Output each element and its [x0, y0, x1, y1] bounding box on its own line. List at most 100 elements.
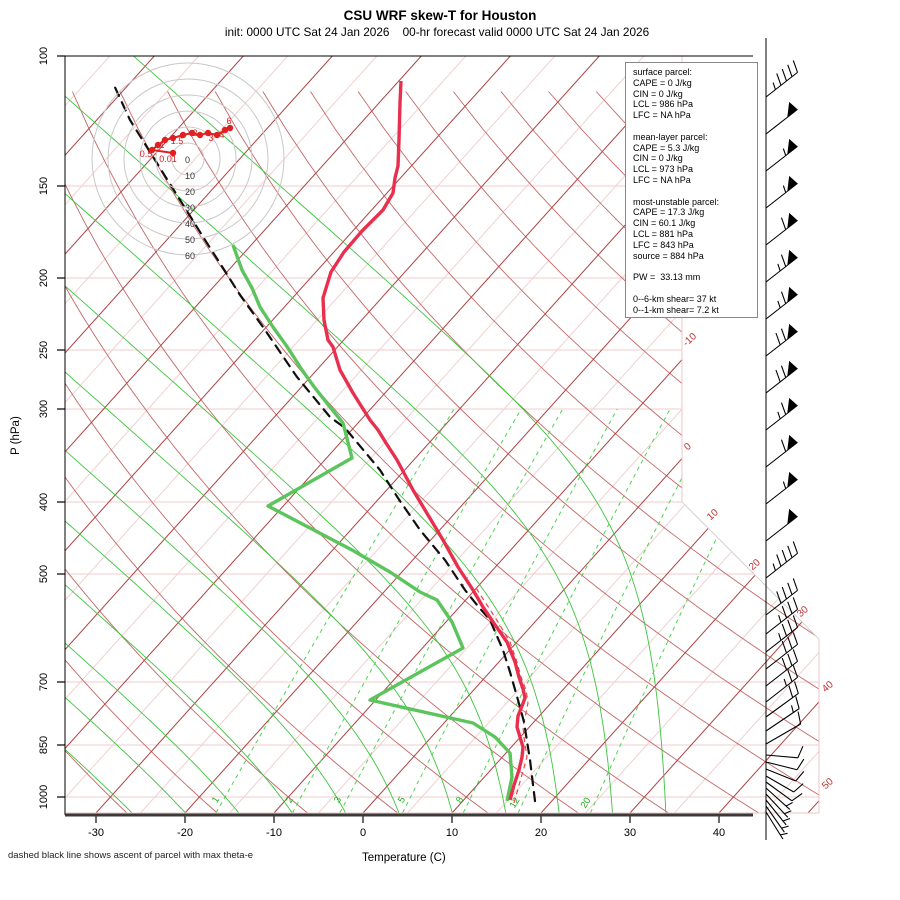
wind-barb	[765, 212, 798, 246]
isotherm	[65, 56, 511, 813]
wind-barb	[765, 249, 798, 283]
parcel-info-line: LFC = NA hPa	[633, 110, 691, 121]
hodograph-point	[196, 131, 204, 139]
wind-barb	[765, 805, 789, 833]
hodograph: 0 10 20 30 40 50 60 0.01 0.5 1 1.5 2 3 46	[91, 62, 285, 261]
hodograph-height-label: 1	[159, 140, 164, 150]
hodograph-ring-label: 40	[185, 219, 195, 229]
parcel-info-line	[633, 121, 755, 132]
parcel-info-line: source = 884 hPa	[633, 250, 704, 261]
temperature-trace	[321, 80, 527, 801]
isotherm-minor	[318, 56, 819, 813]
hodograph-point	[161, 136, 169, 144]
dry-adiabat	[167, 91, 819, 813]
isotherm-minor	[65, 56, 378, 813]
hodograph-height-label: 0.01	[159, 154, 177, 164]
dry-adiabat	[357, 91, 819, 813]
parcel-ascent-trace	[111, 81, 537, 803]
parcel-info-line: LCL = 881 hPa	[633, 228, 693, 239]
hodograph-ring	[123, 94, 253, 224]
page-title: CSU WRF skew-T for Houston	[343, 8, 537, 23]
hodograph-height-label: 6	[226, 116, 231, 126]
isotherm	[65, 56, 333, 813]
wind-barb	[765, 781, 803, 802]
isotherm	[807, 56, 819, 813]
dry-adiabat	[65, 91, 579, 813]
mixing-ratio-line	[292, 408, 522, 813]
isotherm	[273, 56, 819, 813]
wind-barb	[765, 60, 799, 98]
hodograph-ring	[171, 142, 205, 176]
parcel-info-line: CIN = 0 J/kg	[633, 153, 683, 164]
isotherm	[65, 56, 244, 813]
dry-adiabat	[65, 91, 488, 813]
wind-barb	[765, 811, 788, 840]
isotherm-minor	[65, 56, 645, 813]
hodograph-point	[204, 129, 212, 137]
dry-adiabat	[262, 91, 819, 813]
moist-adiabat	[65, 56, 133, 813]
dry-adiabat	[65, 91, 127, 813]
wind-barb	[765, 711, 802, 745]
wind-barb	[765, 578, 799, 616]
moist-adiabat	[65, 56, 507, 813]
wind-barb	[765, 799, 791, 826]
isotherm	[629, 56, 819, 813]
parcel-info-line: CIN = 0 J/kg	[633, 88, 683, 99]
isotherm	[65, 56, 600, 813]
hodograph-point	[179, 131, 187, 139]
parcel-info-line: PW = 33.13 mm	[633, 272, 701, 283]
parcel-info-line: CAPE = 0 J/kg	[633, 77, 692, 88]
wind-barb	[765, 360, 798, 394]
parcel-info-line: 0--1-km shear= 7.2 kt	[633, 304, 719, 315]
isotherm	[540, 56, 819, 813]
plot-diagonal-edge	[681, 501, 820, 640]
mixing-ratio-line	[339, 408, 564, 813]
wind-barb	[765, 286, 798, 320]
parcel-info-line: LFC = NA hPa	[633, 174, 691, 185]
parcel-info-line	[633, 261, 755, 272]
isotherm-minor	[65, 56, 556, 813]
moist-adiabat	[65, 56, 560, 813]
skewt-background-lines	[65, 56, 819, 813]
hodograph-ring-label: 60	[185, 251, 195, 261]
moist-adiabat	[65, 56, 453, 813]
moist-adiabat	[132, 56, 667, 813]
mixing-ratio-line	[517, 408, 719, 813]
hodograph-ring-label: 50	[185, 235, 195, 245]
wind-barb	[765, 696, 800, 732]
wind-barb	[765, 758, 805, 771]
parcel-info-line: CAPE = 17.3 J/kg	[633, 207, 705, 218]
hodograph-height-label: 2	[192, 128, 197, 138]
wind-barb-column	[765, 38, 805, 840]
wind-barb	[765, 508, 798, 542]
wind-barb	[765, 175, 798, 209]
hodograph-ring-label: 0	[185, 155, 190, 165]
wind-barb	[765, 615, 799, 653]
dry-adiabat	[310, 91, 819, 813]
wind-barb	[765, 775, 804, 793]
parcel-info-box: surface parcel: CAPE = 0 J/kg CIN = 0 J/kg…	[625, 62, 758, 319]
moist-adiabat	[65, 56, 613, 813]
hodograph-height-label: 0.5	[140, 149, 153, 159]
parcel-info-line: most-unstable parcel:	[633, 196, 720, 207]
isotherm-minor	[229, 56, 819, 813]
hodograph-point	[169, 134, 177, 142]
isotherm-minor	[65, 56, 467, 813]
hodograph-height-label: 1.5	[171, 136, 184, 146]
mixing-ratio-line	[215, 408, 455, 813]
parcel-info-line: LCL = 986 hPa	[633, 99, 693, 110]
moist-adiabat	[65, 56, 186, 813]
parcel-info-line	[633, 186, 755, 197]
parcel-info-line: CAPE = 5.3 J/kg	[633, 142, 700, 153]
dry-adiabat	[65, 91, 308, 813]
hodograph-ring-label: 10	[185, 171, 195, 181]
isotherm-minor	[585, 56, 819, 813]
isotherm	[65, 56, 422, 813]
hodograph-height-label: 3	[208, 133, 213, 143]
hodograph-ring	[155, 126, 221, 192]
parcel-info-line	[633, 283, 755, 294]
wind-barb	[765, 597, 799, 635]
wind-barb	[765, 787, 793, 810]
